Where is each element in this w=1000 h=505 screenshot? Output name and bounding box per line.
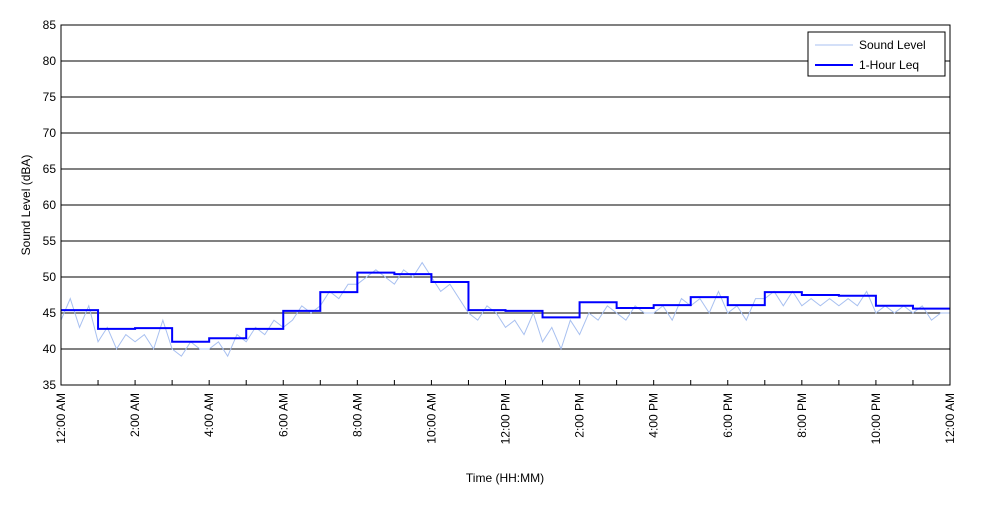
- y-tick-label: 35: [43, 378, 57, 392]
- legend: Sound Level 1-Hour Leq: [807, 31, 946, 77]
- leq-step-line: [61, 271, 950, 343]
- x-tick-label: 2:00 PM: [573, 393, 587, 438]
- y-axis-label: Sound Level (dBA): [19, 155, 33, 256]
- y-tick-label: 70: [43, 126, 57, 140]
- x-tick-label: 12:00 AM: [943, 393, 957, 444]
- x-axis-label: Time (HH:MM): [466, 471, 544, 485]
- legend-label-leq: 1-Hour Leq: [859, 58, 919, 72]
- x-tick-label: 8:00 PM: [795, 393, 809, 438]
- y-tick-label: 75: [43, 90, 57, 104]
- y-tick-label: 85: [43, 18, 57, 32]
- x-tick-label: 8:00 AM: [350, 393, 364, 437]
- y-tick-label: 40: [43, 342, 57, 356]
- y-axis-ticks: 35 40 45 50 55 60 65 70 75 80 85: [43, 18, 57, 392]
- x-tick-label: 4:00 PM: [647, 393, 661, 438]
- x-tick-label: 12:00 PM: [499, 393, 513, 444]
- y-tick-label: 55: [43, 234, 57, 248]
- x-tick-label: 2:00 AM: [128, 393, 142, 437]
- x-tick-label: 4:00 AM: [202, 393, 216, 437]
- x-tick-label: 12:00 AM: [54, 393, 68, 444]
- y-tick-label: 45: [43, 306, 57, 320]
- legend-label-sound-level: Sound Level: [859, 38, 926, 52]
- y-tick-label: 60: [43, 198, 57, 212]
- series-layer: [60, 261, 950, 358]
- x-tick-label: 10:00 AM: [424, 393, 438, 444]
- x-tick-label: 6:00 AM: [276, 393, 290, 437]
- y-tick-label: 65: [43, 162, 57, 176]
- x-tick-label: 6:00 PM: [721, 393, 735, 438]
- x-axis-ticks: 12:00 AM 2:00 AM 4:00 AM 6:00 AM 8:00 AM 10:0…: [54, 380, 957, 444]
- y-tick-label: 80: [43, 54, 57, 68]
- y-tick-label: 50: [43, 270, 57, 284]
- x-tick-label: 10:00 PM: [869, 393, 883, 444]
- grid-lines: [61, 24, 950, 386]
- sound-level-line: [60, 261, 950, 358]
